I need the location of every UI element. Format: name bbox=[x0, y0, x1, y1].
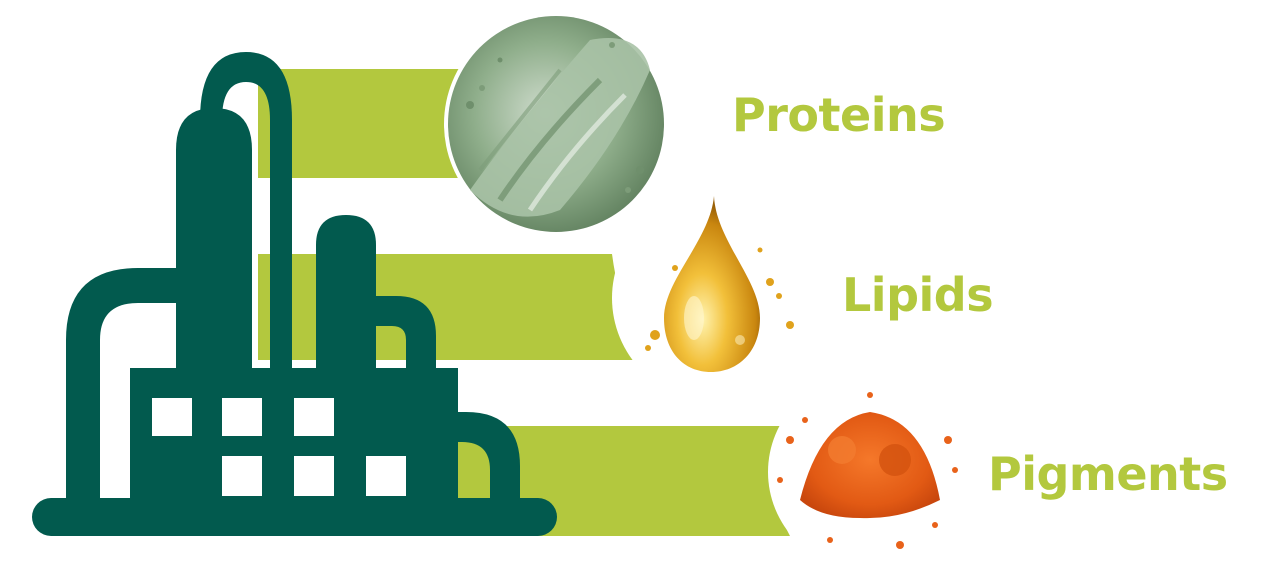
oil-drop-image bbox=[645, 196, 794, 372]
label-lipids: Lipids bbox=[842, 268, 994, 322]
label-pigments: Pigments bbox=[988, 447, 1228, 501]
band-lipids bbox=[258, 254, 640, 360]
refinery-windows bbox=[152, 398, 406, 496]
green-powder-image bbox=[448, 16, 664, 232]
label-proteins: Proteins bbox=[732, 88, 946, 142]
orange-powder-image bbox=[777, 392, 958, 549]
